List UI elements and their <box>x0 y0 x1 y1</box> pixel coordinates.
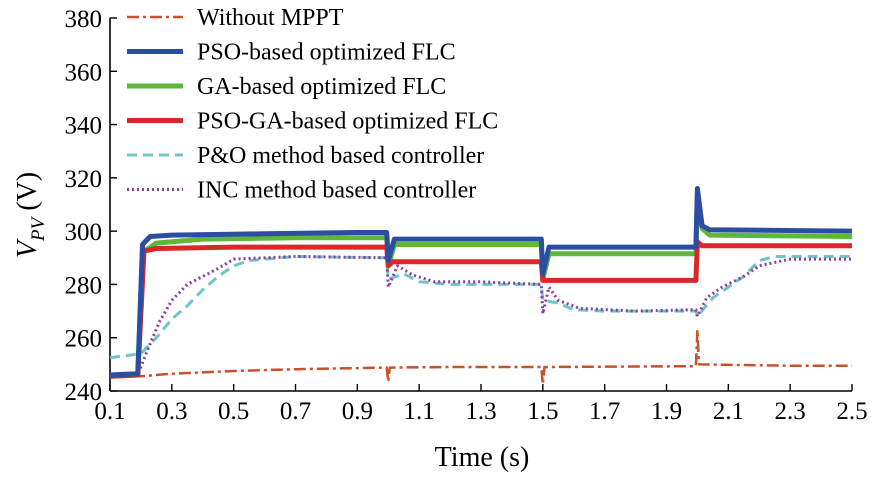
series-line-2 <box>109 191 853 379</box>
legend-label: P&O method based controller <box>197 143 484 169</box>
x-tick-label: 2.5 <box>836 398 867 425</box>
y-tick-label: 340 <box>65 113 103 140</box>
legend-label: GA-based optimized FLC <box>197 74 446 100</box>
x-ticks: 0.1 0.3 0.5 0.7 0.9 1.1 1.3 1.5 1.7 1.9 2.1 2.3 2.5 <box>94 384 868 425</box>
y-tick-label: 360 <box>65 59 103 86</box>
series-line-5 <box>109 255 852 378</box>
x-tick-label: 2.3 <box>775 398 806 425</box>
x-tick-label: 1.1 <box>404 398 435 425</box>
x-axis-label: Time (s) <box>435 442 530 473</box>
y-tick-label: 320 <box>65 166 103 193</box>
y-tick-label: 280 <box>65 272 103 299</box>
y-tick-label: 240 <box>65 379 103 406</box>
x-tick-label: 0.3 <box>156 398 187 425</box>
legend-label: Without MPPT <box>197 5 344 31</box>
plot-lines <box>109 186 853 386</box>
x-tick-label: 1.9 <box>651 398 682 425</box>
x-tick-label: 0.5 <box>218 398 249 425</box>
series-line-0 <box>110 328 852 386</box>
y-axis-label-main: V <box>12 238 43 258</box>
y-ticks: 240 260 280 300 320 340 360 380 <box>65 6 117 406</box>
series-line-3 <box>109 239 852 379</box>
x-tick-label: 1.3 <box>465 398 496 425</box>
x-tick-label: 1.5 <box>527 398 558 425</box>
y-axis-label: VPV (V) <box>12 172 49 258</box>
x-tick-label: 1.7 <box>589 398 620 425</box>
legend-label: PSO-based optimized FLC <box>197 40 456 66</box>
y-tick-label: 260 <box>65 326 103 353</box>
y-tick-label: 380 <box>65 6 103 33</box>
y-tick-label: 300 <box>65 219 103 246</box>
legend-label: INC method based controller <box>197 178 476 204</box>
series-line-1 <box>109 186 853 378</box>
x-tick-label: 0.9 <box>342 398 373 425</box>
x-tick-label: 0.1 <box>94 398 125 425</box>
series-line-4 <box>109 255 852 360</box>
x-tick-label: 0.7 <box>280 398 311 425</box>
x-tick-label: 2.1 <box>713 398 744 425</box>
legend-label: PSO-GA-based optimized FLC <box>197 109 498 135</box>
y-axis-label-unit: (V) <box>12 172 43 218</box>
y-axis-label-sub: PV <box>28 215 49 242</box>
legend: Without MPPT PSO-based optimized FLC GA-ba… <box>127 5 498 204</box>
